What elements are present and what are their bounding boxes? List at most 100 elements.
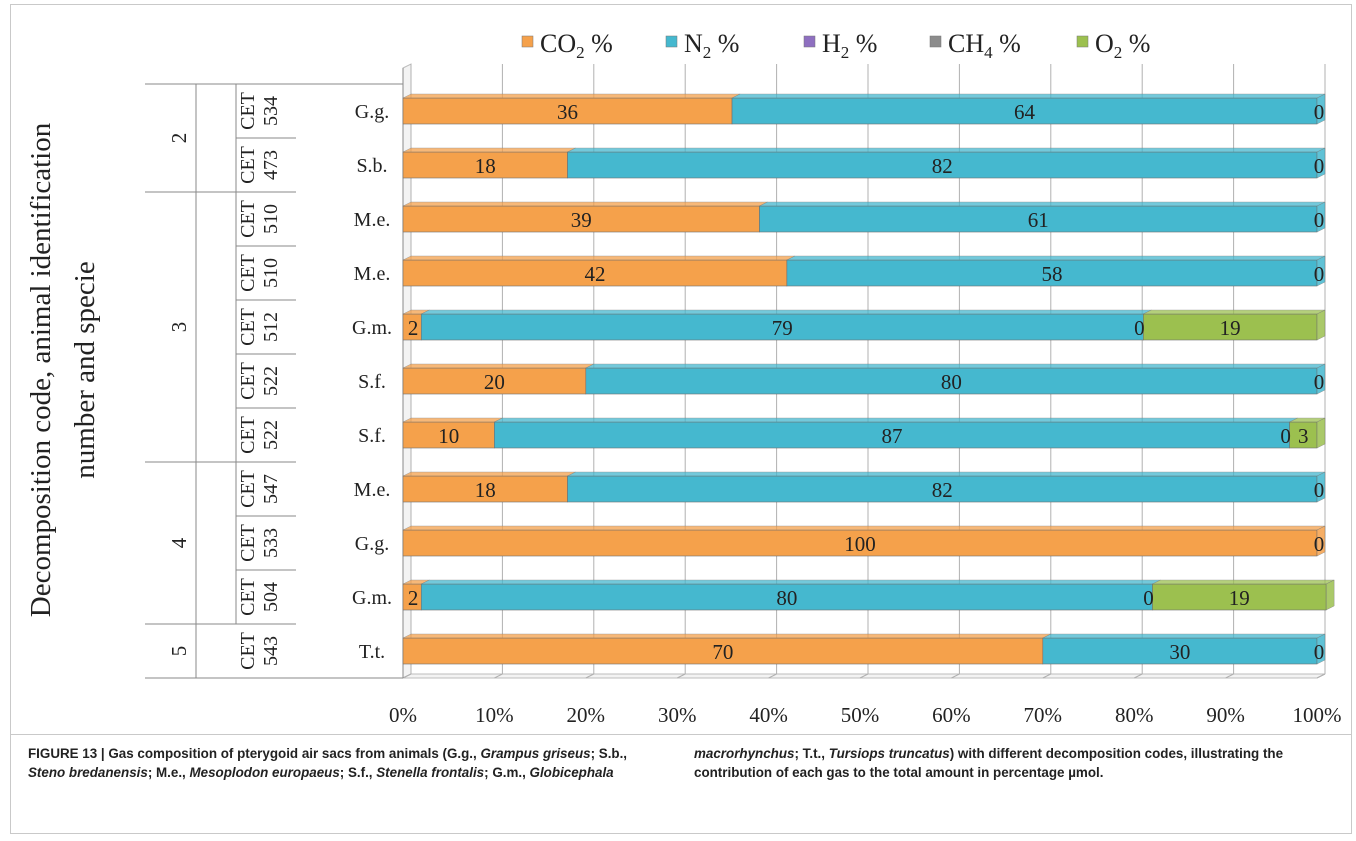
gridline-floor — [1225, 673, 1234, 679]
animal-id-number: 522 — [260, 420, 282, 450]
data-label: 80 — [941, 370, 962, 394]
data-label: 0 — [1314, 370, 1325, 394]
bar-segment — [402, 205, 760, 233]
data-label: 0 — [1143, 586, 1154, 610]
decomposition-code: 4 — [167, 537, 191, 548]
data-label: 0 — [1314, 208, 1325, 232]
animal-id-number: 533 — [260, 528, 282, 558]
data-label: 82 — [932, 154, 953, 178]
data-label: 10 — [438, 424, 459, 448]
gridline-floor — [1316, 673, 1326, 679]
animal-id-number: 512 — [260, 312, 282, 342]
data-label: 0 — [1280, 424, 1291, 448]
bar-segment-top — [731, 93, 1326, 99]
caption-right-column: macrorhynchus; T.t., Tursiops truncatus)… — [694, 744, 1334, 782]
bar-end-cap — [1316, 93, 1326, 125]
x-tick-label: 20% — [567, 703, 606, 727]
bar-segment — [731, 97, 1318, 125]
bar-segment — [402, 529, 1318, 557]
bar-segment — [420, 313, 1144, 341]
data-label: 2 — [408, 586, 419, 610]
data-label: 58 — [1041, 262, 1062, 286]
caption-text: Grampus griseus — [480, 746, 591, 761]
legend-swatch — [929, 35, 942, 48]
data-label: 2 — [408, 316, 419, 340]
bar-segment — [567, 151, 1318, 179]
caption-text: ; G.m., — [484, 765, 530, 780]
bar-segment — [402, 259, 788, 287]
data-label: 36 — [557, 100, 578, 124]
animal-id-prefix: CET — [237, 578, 259, 616]
bar-segment-top — [567, 471, 1326, 477]
data-label: 19 — [1229, 586, 1250, 610]
caption-text: Steno bredanensis — [28, 765, 148, 780]
x-tick-label: 40% — [749, 703, 788, 727]
stacked-bar-chart: 0% 10% 20% 30% 40% 50% 60% 70% 80% 90% 100% CO2 % N2… — [25, 29, 1342, 727]
bar-segment-top — [494, 417, 1298, 423]
data-label: 0 — [1134, 316, 1145, 340]
x-tick-label: 100% — [1293, 703, 1342, 727]
animal-id-number: 543 — [260, 636, 282, 666]
specie-label: T.t. — [359, 641, 385, 663]
bar-segment-top — [402, 417, 503, 423]
gridline-floor — [676, 673, 686, 679]
legend-entry: N2 % — [684, 29, 739, 62]
legend-entry: O2 % — [1095, 29, 1150, 62]
specie-label: G.g. — [355, 101, 389, 123]
x-tick-label: 60% — [932, 703, 971, 727]
animal-id-number: 534 — [260, 96, 282, 126]
caption-text: ; S.b., — [590, 746, 628, 761]
caption-text: ; S.f., — [339, 765, 377, 780]
bar-segment — [567, 475, 1318, 503]
caption-text: macrorhynchus — [694, 746, 795, 761]
animal-id-prefix: CET — [237, 146, 259, 184]
gridline-floor — [859, 673, 869, 679]
bar-segment-top — [1042, 633, 1326, 639]
specie-label: G.g. — [355, 533, 389, 555]
animal-id-prefix: CET — [237, 254, 259, 292]
bar-end-cap — [1316, 147, 1326, 179]
animal-id-number: 510 — [260, 258, 282, 288]
bar-segment-top — [402, 633, 1051, 639]
legend-swatch — [803, 35, 816, 48]
animal-id-prefix: CET — [237, 362, 259, 400]
data-label: 70 — [712, 640, 733, 664]
bar-segment — [1289, 421, 1318, 449]
animal-id-prefix: CET — [237, 200, 259, 238]
specie-label: S.f. — [358, 371, 386, 393]
x-tick-label: 90% — [1206, 703, 1245, 727]
animal-id-prefix: CET — [237, 470, 259, 508]
data-label: 0 — [1314, 532, 1325, 556]
caption-text: Tursiops truncatus — [828, 746, 950, 761]
y-axis-label-line2: number and specie — [69, 261, 101, 478]
animal-id-number: 547 — [260, 474, 282, 504]
data-label: 79 — [772, 316, 793, 340]
specie-label: G.m. — [352, 317, 392, 339]
bar-segment-top — [421, 579, 1161, 585]
gridline-floor — [494, 673, 503, 679]
legend-swatch — [521, 35, 534, 48]
caption-text: ; T.t., — [794, 746, 829, 761]
caption-text: Globicephala — [529, 765, 614, 780]
x-tick-label: 70% — [1024, 703, 1063, 727]
bar-end-cap — [1316, 471, 1326, 503]
animal-id-number: 522 — [260, 366, 282, 396]
animal-id-number: 473 — [260, 150, 282, 180]
data-label: 18 — [475, 478, 496, 502]
gridline-floor — [585, 673, 595, 679]
animal-id-prefix: CET — [237, 92, 259, 130]
bar-end-cap — [1316, 309, 1326, 341]
bar-end-cap — [1316, 633, 1326, 665]
data-label: 42 — [584, 262, 605, 286]
bar-segment-top — [402, 147, 576, 153]
bar-segment-top — [402, 93, 741, 99]
caption-text: FIGURE 13 | Gas composition of pterygoid… — [28, 746, 481, 761]
bar-segment — [494, 421, 1290, 449]
caption-text: ) with different decomposition codes, il… — [694, 746, 1284, 780]
specie-label: M.e. — [354, 479, 391, 501]
bar-end-cap — [1316, 201, 1326, 233]
legend-entry: CO2 % — [540, 29, 613, 62]
legend-entry: H2 % — [822, 29, 877, 62]
gridline-floor — [1042, 673, 1052, 679]
decomposition-code: 3 — [167, 322, 191, 333]
